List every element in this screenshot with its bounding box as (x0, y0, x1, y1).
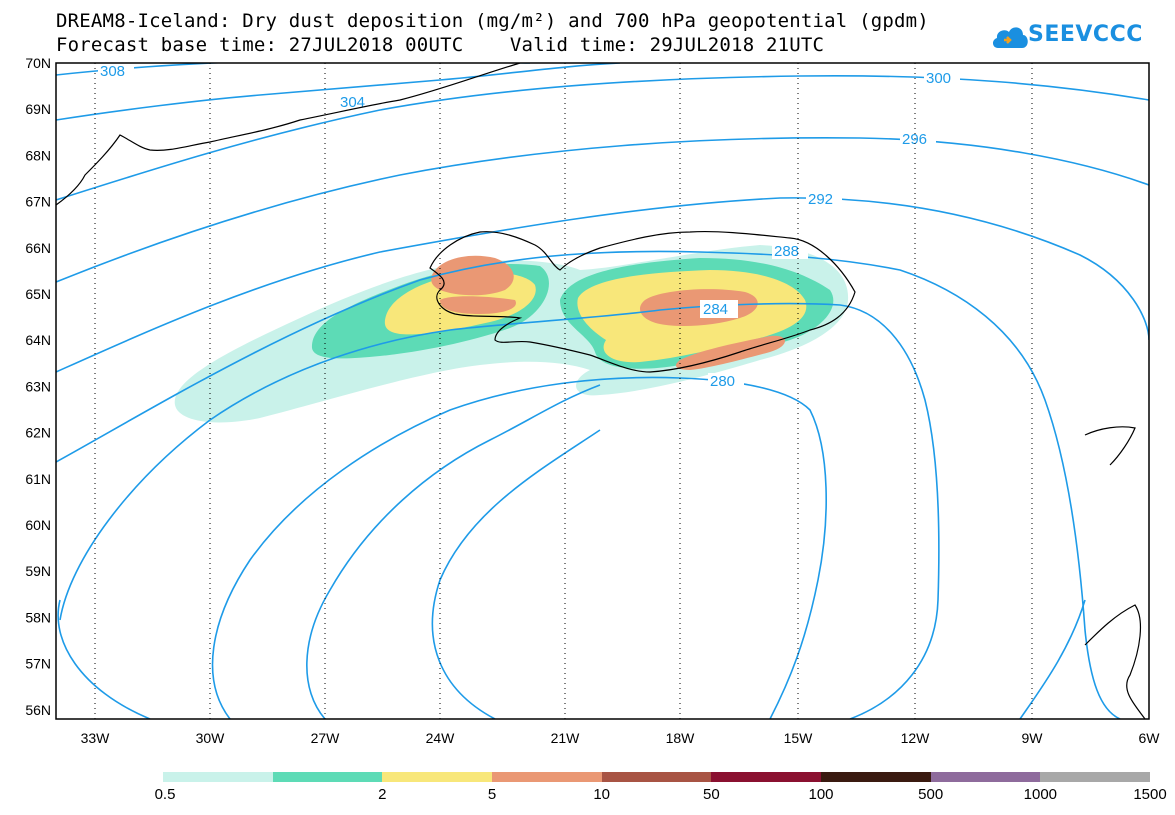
coast-scotland (1084, 604, 1146, 719)
contour-292 (56, 197, 1149, 373)
coastlines (56, 63, 1146, 719)
contour-label-308: 308 (100, 63, 125, 80)
lat-label: 63N (25, 378, 51, 394)
map-frame (55, 62, 1150, 720)
lat-label: 65N (25, 286, 51, 302)
lon-label: 15W (784, 730, 814, 746)
contour-276 (306, 384, 601, 719)
cloud-icon (992, 27, 1028, 48)
lon-label: 27W (311, 730, 341, 746)
lat-label: 68N (25, 147, 51, 163)
longitude-axis: 33W 30W 27W 24W 21W 18W 15W 12W 9W 6W (81, 730, 1161, 746)
colorbar-label: 5 (487, 786, 497, 803)
contour-label-304: 304 (340, 94, 365, 111)
lat-label: 64N (25, 332, 51, 348)
lat-label: 66N (25, 240, 51, 256)
lat-label: 59N (25, 563, 51, 579)
coast-faroes (1084, 426, 1136, 466)
coast-iceland (429, 230, 856, 373)
contour-300 (56, 74, 1149, 201)
dust-deposition-field (174, 245, 849, 423)
colorbar-label: 2 (378, 786, 387, 803)
map-title: DREAM8-Iceland: Dry dust deposition (mg/… (56, 10, 929, 32)
contour-label-280: 280 (710, 373, 735, 390)
lat-label: 60N (25, 517, 51, 533)
colorbar-label: 1500 (1133, 786, 1167, 803)
contour-label-300: 300 (926, 70, 951, 87)
colorbar-swatch (382, 772, 493, 782)
lon-label: 21W (551, 730, 581, 746)
lat-label: 69N (25, 101, 51, 117)
colorbar-label: 10 (593, 786, 610, 803)
colorbar-swatch (492, 772, 602, 782)
colorbar-swatch (821, 772, 931, 782)
colorbar-label: 1000 (1023, 786, 1058, 803)
lat-label: 58N (25, 609, 51, 625)
contour-280b (211, 376, 827, 719)
lat-label: 57N (25, 656, 51, 672)
colorbar-swatch (930, 772, 1041, 782)
contour-label-group: 308 304 300 296 292 288 284 280 (98, 63, 960, 390)
seevccc-logo: SEEVCCC (990, 18, 1150, 58)
colorbar-label: 0.5 (154, 786, 176, 803)
contour-304 (56, 63, 621, 121)
lat-label: 61N (25, 471, 51, 487)
lon-label: 24W (426, 730, 456, 746)
colorbar-swatch (272, 772, 383, 782)
geopotential-contours (56, 63, 1149, 719)
contour-284 (59, 302, 940, 719)
lon-label: 33W (81, 730, 111, 746)
latitude-axis: 70N 69N 68N 67N 66N 65N 64N 63N 62N 61N 60N 59N 58N 5… (25, 55, 51, 718)
lon-label: 9W (1022, 730, 1044, 746)
colorbar-label: 500 (918, 786, 944, 803)
lat-label: 67N (25, 194, 51, 210)
colorbar-swatch (711, 772, 822, 782)
lat-label: 70N (25, 55, 51, 71)
contour-label-296: 296 (902, 131, 927, 148)
colorbar-swatch (163, 772, 273, 782)
lon-label: 30W (196, 730, 226, 746)
colorbar-label: 100 (808, 786, 834, 803)
contour-272 (431, 429, 601, 719)
contour-label-288: 288 (774, 243, 799, 260)
map-subtitle: Forecast base time: 27JUL2018 00UTC Vali… (56, 34, 825, 56)
colorbar-swatch (601, 772, 712, 782)
contour-296 (56, 137, 1149, 283)
contour-280 (57, 599, 151, 719)
colorbar-swatch (1040, 772, 1151, 782)
colorbar (163, 772, 1151, 782)
contour-label-284: 284 (703, 301, 728, 318)
lat-label: 56N (25, 702, 51, 718)
lon-label: 18W (666, 730, 696, 746)
logo-text: SEEVCCC (1028, 22, 1143, 47)
lat-label: 62N (25, 425, 51, 441)
contour-label-292: 292 (808, 191, 833, 208)
coast-greenland (56, 63, 521, 206)
contour-288 (56, 250, 1121, 719)
lon-label: 6W (1139, 730, 1161, 746)
contour-268 (1019, 599, 1086, 719)
lon-label: 12W (901, 730, 931, 746)
colorbar-label: 50 (702, 786, 720, 803)
